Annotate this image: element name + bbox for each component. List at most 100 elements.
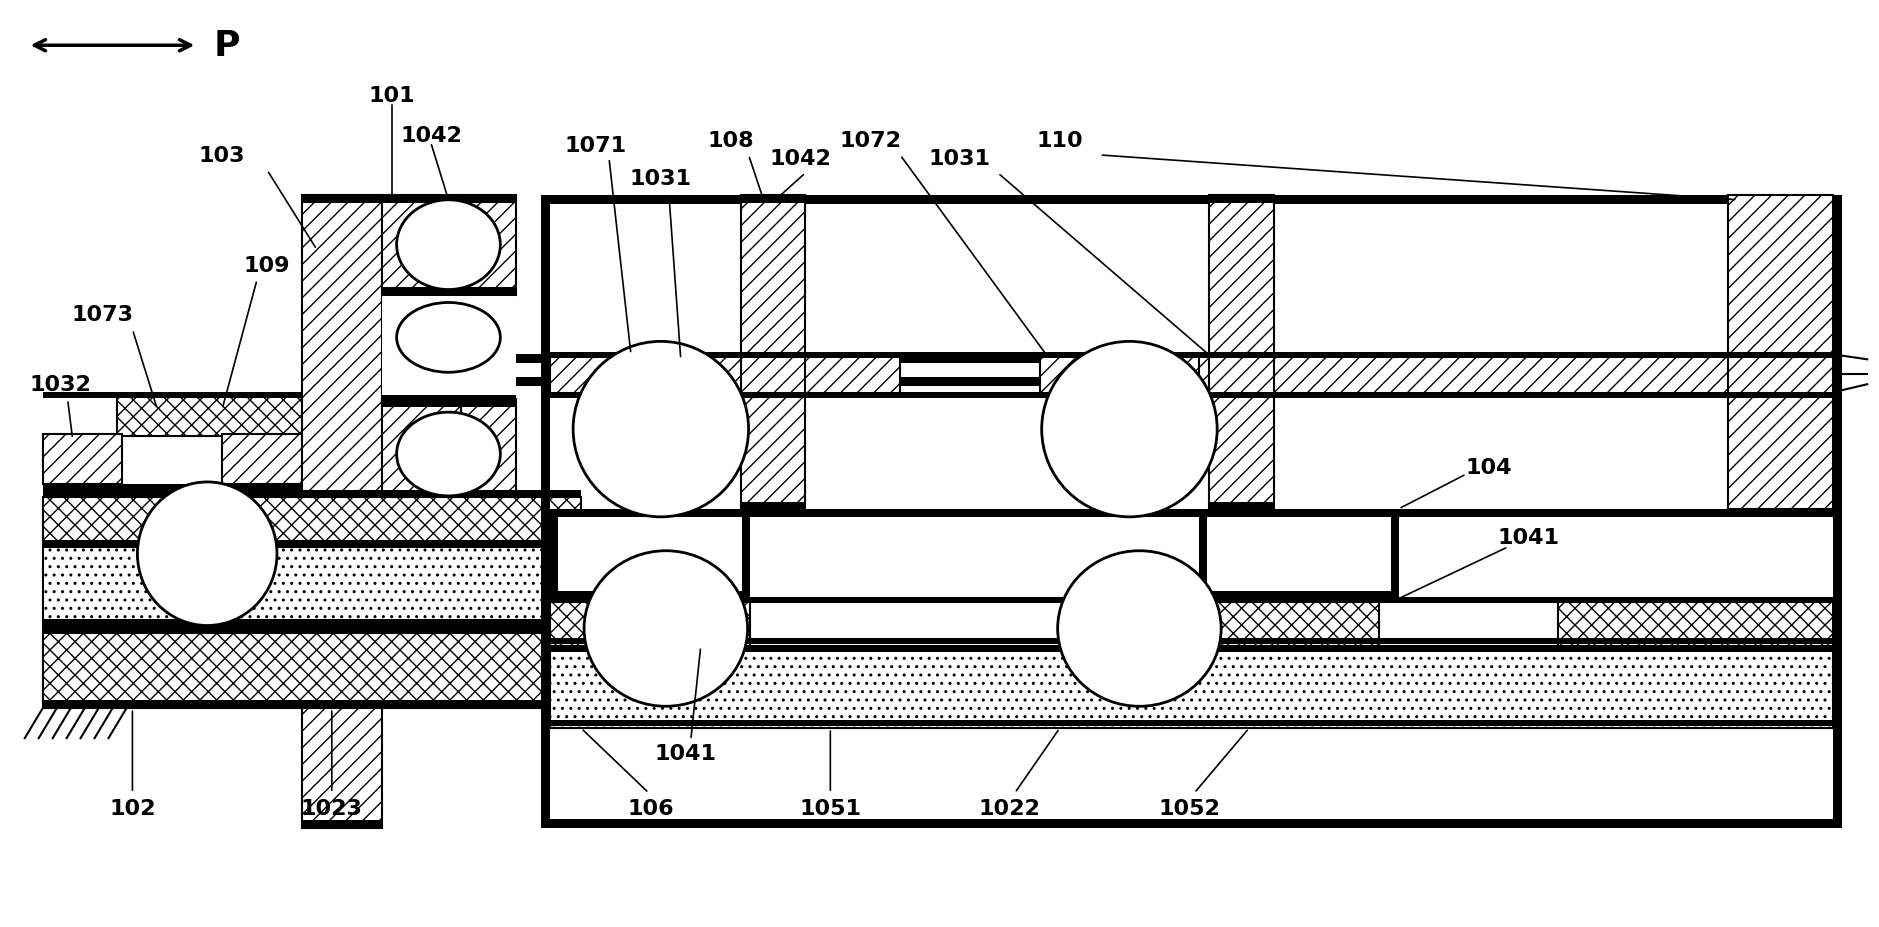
Text: 1031: 1031 <box>629 169 691 189</box>
Text: 1072: 1072 <box>840 131 902 151</box>
Bar <box>1039 355 1210 395</box>
Bar <box>381 290 517 298</box>
Bar <box>43 498 581 547</box>
Ellipse shape <box>1058 552 1221 706</box>
Text: 1022: 1022 <box>979 798 1041 819</box>
Bar <box>43 701 581 708</box>
Text: 1071: 1071 <box>566 136 628 156</box>
Text: 1042: 1042 <box>400 126 462 146</box>
Bar <box>462 400 517 509</box>
Text: P: P <box>214 30 241 63</box>
Ellipse shape <box>396 303 500 373</box>
Bar <box>43 490 581 498</box>
Bar <box>303 378 1838 387</box>
Text: 1032: 1032 <box>30 375 92 395</box>
Bar <box>381 196 462 204</box>
Bar <box>381 396 517 402</box>
Bar <box>1206 517 1390 599</box>
Text: 108: 108 <box>707 131 753 151</box>
Bar <box>1210 502 1274 510</box>
Text: 104: 104 <box>1466 458 1511 477</box>
Bar <box>740 196 806 509</box>
Text: 110: 110 <box>1037 131 1082 151</box>
Bar <box>118 395 303 437</box>
Text: 102: 102 <box>109 798 156 819</box>
Bar <box>462 196 517 204</box>
Bar <box>1727 196 1834 204</box>
Bar <box>761 355 900 395</box>
Bar <box>551 355 744 395</box>
Bar <box>381 196 462 295</box>
Bar <box>1199 591 1398 599</box>
Bar <box>381 502 462 509</box>
Bar <box>541 196 551 828</box>
Bar <box>742 517 750 599</box>
Text: 1023: 1023 <box>301 798 363 819</box>
Bar <box>1210 196 1274 204</box>
Text: 1041: 1041 <box>1498 527 1560 547</box>
Bar <box>43 547 581 627</box>
Ellipse shape <box>396 413 500 496</box>
Bar <box>381 287 462 295</box>
Text: 1051: 1051 <box>799 798 861 819</box>
Bar <box>1727 196 1834 509</box>
Bar <box>541 819 1841 828</box>
Bar <box>1199 517 1206 599</box>
Bar <box>43 393 381 399</box>
Text: 101: 101 <box>368 86 415 106</box>
Bar <box>558 517 742 599</box>
Bar <box>551 509 1834 517</box>
Bar <box>551 517 558 599</box>
Bar <box>1199 355 1834 395</box>
Bar <box>551 647 1834 653</box>
Ellipse shape <box>584 552 748 706</box>
Bar <box>740 196 806 204</box>
Bar <box>551 647 1834 729</box>
Bar <box>43 435 122 485</box>
Bar <box>462 196 517 295</box>
Bar <box>462 287 517 295</box>
Bar <box>303 820 381 828</box>
Text: 1041: 1041 <box>654 743 716 763</box>
Bar <box>1558 599 1834 647</box>
Bar <box>551 597 1834 603</box>
Bar <box>1390 517 1398 599</box>
Ellipse shape <box>1041 342 1218 517</box>
Text: 103: 103 <box>199 146 246 166</box>
Bar <box>381 400 462 509</box>
Bar <box>303 196 381 828</box>
Text: 1073: 1073 <box>71 305 133 325</box>
Bar <box>303 355 1838 364</box>
Bar <box>551 639 1834 645</box>
Text: 109: 109 <box>244 255 289 275</box>
Bar <box>381 295 517 400</box>
Bar <box>462 502 517 509</box>
Bar <box>303 196 381 204</box>
Bar <box>222 435 303 485</box>
Bar <box>541 196 1841 205</box>
Bar <box>1834 196 1841 828</box>
Text: 1042: 1042 <box>770 148 831 169</box>
Bar <box>551 599 750 647</box>
Bar <box>551 205 1834 828</box>
Bar <box>43 619 581 627</box>
Bar <box>1199 599 1379 647</box>
Bar <box>381 400 462 408</box>
Bar <box>551 353 1834 359</box>
Bar <box>43 627 581 635</box>
Text: 1052: 1052 <box>1157 798 1219 819</box>
Bar <box>551 591 750 599</box>
Bar <box>551 393 1834 399</box>
Ellipse shape <box>573 342 748 517</box>
Bar <box>1727 502 1834 510</box>
Bar <box>1210 196 1274 509</box>
Bar <box>43 627 581 708</box>
Bar <box>43 485 381 490</box>
Text: 1031: 1031 <box>928 148 990 169</box>
Bar <box>462 400 517 408</box>
Bar <box>43 540 581 547</box>
Ellipse shape <box>396 200 500 290</box>
Bar <box>551 720 1834 727</box>
Ellipse shape <box>137 482 276 626</box>
Bar <box>740 502 806 510</box>
